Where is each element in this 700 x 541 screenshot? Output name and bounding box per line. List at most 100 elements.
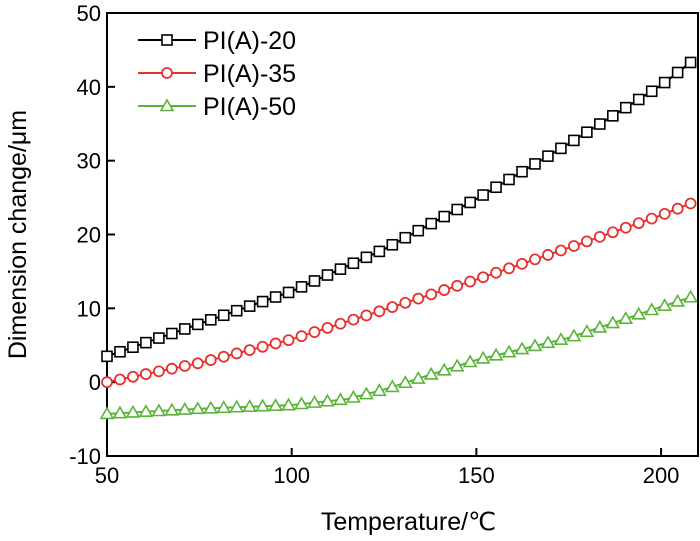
data-point (178, 360, 191, 372)
x-axis-title: Temperature/℃ (321, 508, 496, 536)
data-point (593, 230, 606, 243)
data-point (631, 306, 647, 320)
data-point (684, 197, 697, 210)
data-point (514, 341, 530, 355)
y-tick-label: 30 (77, 149, 101, 174)
data-point (488, 347, 504, 361)
data-point (529, 158, 541, 170)
data-point (516, 165, 528, 178)
data-point (216, 400, 232, 414)
data-point (243, 300, 256, 312)
data-point (553, 332, 569, 346)
data-point (255, 398, 271, 412)
data-point (399, 231, 412, 244)
data-point (256, 295, 269, 308)
data-point (657, 298, 673, 311)
data-point (217, 309, 230, 322)
y-tick-label: 50 (77, 1, 101, 26)
data-point (619, 101, 632, 114)
data-point (127, 370, 139, 383)
y-tick-label: 0 (89, 370, 101, 395)
data-point (501, 344, 517, 358)
data-point (191, 357, 204, 370)
data-point (333, 392, 348, 406)
data-point (438, 210, 450, 223)
series-line (106, 202, 691, 384)
axes: 50 100 150 200 -10 0 10 20 30 40 50 (69, 1, 699, 488)
data-point (592, 319, 608, 333)
data-point (580, 235, 593, 248)
data-point (151, 403, 167, 417)
data-point (386, 301, 399, 313)
y-tick-label: 20 (77, 223, 101, 248)
data-point (321, 269, 334, 281)
data-point (671, 202, 684, 215)
data-point (464, 275, 477, 288)
data-point (619, 221, 632, 234)
data-point (360, 309, 373, 322)
data-point (308, 326, 321, 338)
data-point (527, 338, 543, 352)
data-point (490, 181, 502, 194)
data-point (347, 313, 360, 326)
data-point (308, 275, 321, 287)
data-point (568, 134, 580, 147)
data-point (164, 402, 180, 416)
series-layer (99, 56, 698, 420)
data-point (114, 345, 126, 358)
data-point (632, 93, 645, 106)
data-point (256, 340, 269, 353)
data-point (618, 311, 634, 325)
data-point (269, 291, 282, 303)
data-point (451, 279, 464, 292)
legend-label: PI(A)-50 (203, 93, 296, 121)
data-point (684, 56, 697, 69)
data-point (281, 397, 296, 411)
data-point (242, 399, 258, 413)
data-point (645, 212, 658, 225)
data-point (384, 379, 400, 393)
data-point (191, 318, 204, 331)
data-point (555, 142, 567, 155)
data-point (282, 286, 295, 299)
data-point (579, 324, 595, 338)
data-point (99, 406, 115, 420)
series-square (101, 56, 697, 363)
data-point (229, 399, 245, 413)
data-point (516, 257, 528, 270)
data-point (230, 347, 243, 360)
data-point (490, 266, 502, 279)
data-point (658, 76, 671, 89)
data-point (658, 207, 671, 220)
data-point (425, 217, 438, 230)
data-point (282, 334, 295, 347)
data-point (114, 373, 126, 386)
data-point (347, 257, 360, 270)
data-point (166, 327, 178, 340)
data-point (295, 281, 308, 293)
y-axis-title: Dimension change/μm (4, 110, 32, 359)
data-point (399, 296, 412, 309)
legend-marker (161, 34, 173, 46)
data-point (217, 350, 230, 363)
legend-item: PI(A)-20 (138, 27, 296, 55)
data-point (373, 245, 386, 258)
data-point (334, 317, 347, 330)
legend-marker (159, 98, 175, 112)
data-point (503, 173, 515, 186)
series-triangle (99, 289, 698, 420)
data-point (605, 315, 621, 329)
data-point (451, 203, 463, 216)
data-point (320, 393, 335, 407)
data-point (294, 396, 309, 410)
data-point (477, 271, 490, 284)
data-point (268, 398, 283, 411)
legend-label: PI(A)-35 (203, 60, 296, 88)
data-point (112, 405, 128, 419)
data-point (125, 404, 141, 418)
data-point (269, 337, 282, 350)
y-tick-label: 40 (77, 75, 101, 100)
data-point (475, 350, 491, 364)
data-point (243, 344, 256, 356)
